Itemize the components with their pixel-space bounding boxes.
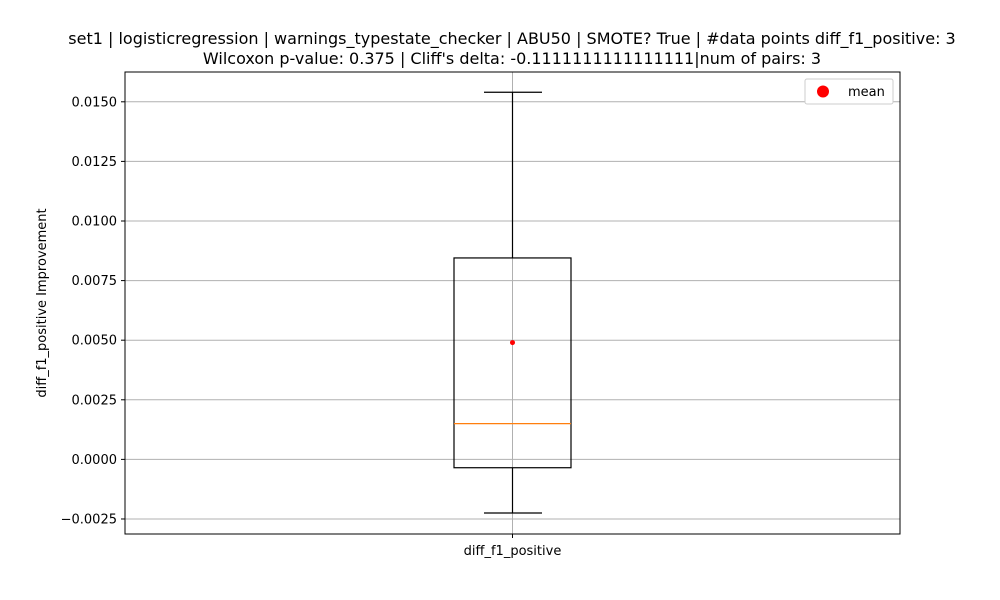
legend-frame bbox=[804, 78, 894, 105]
box-plot bbox=[453, 91, 572, 514]
y-tick-label: 0.0100 bbox=[72, 214, 118, 229]
legend-mean-marker bbox=[817, 85, 829, 98]
chart-title-line1: set1 | logisticregression | warnings_typ… bbox=[68, 29, 955, 49]
y-tick-label: 0.0050 bbox=[72, 334, 118, 349]
chart-title-line2: Wilcoxon p-value: 0.375 | Cliff's delta:… bbox=[203, 49, 821, 68]
mean-point bbox=[510, 340, 515, 346]
y-tick-label: 0.0075 bbox=[72, 274, 118, 289]
legend-mean-label: mean bbox=[848, 85, 885, 100]
y-tick-label: 0.0150 bbox=[72, 95, 118, 110]
legend: mean bbox=[804, 78, 894, 105]
y-tick-label: 0.0125 bbox=[72, 155, 118, 170]
y-tick-label: 0.0000 bbox=[72, 453, 118, 468]
y-tick-label: 0.0025 bbox=[72, 393, 118, 408]
y-tick-label: −0.0025 bbox=[61, 512, 117, 527]
y-axis-label: diff_f1_positive Improvement bbox=[35, 208, 50, 397]
x-axis-ticks: diff_f1_positive bbox=[464, 534, 562, 559]
iqr-box bbox=[453, 257, 572, 469]
x-tick-label: diff_f1_positive bbox=[464, 544, 562, 559]
y-axis-ticks: −0.0025 0.0000 0.0025 0.0050 0.0075 0.0100 0.0… bbox=[61, 95, 125, 527]
